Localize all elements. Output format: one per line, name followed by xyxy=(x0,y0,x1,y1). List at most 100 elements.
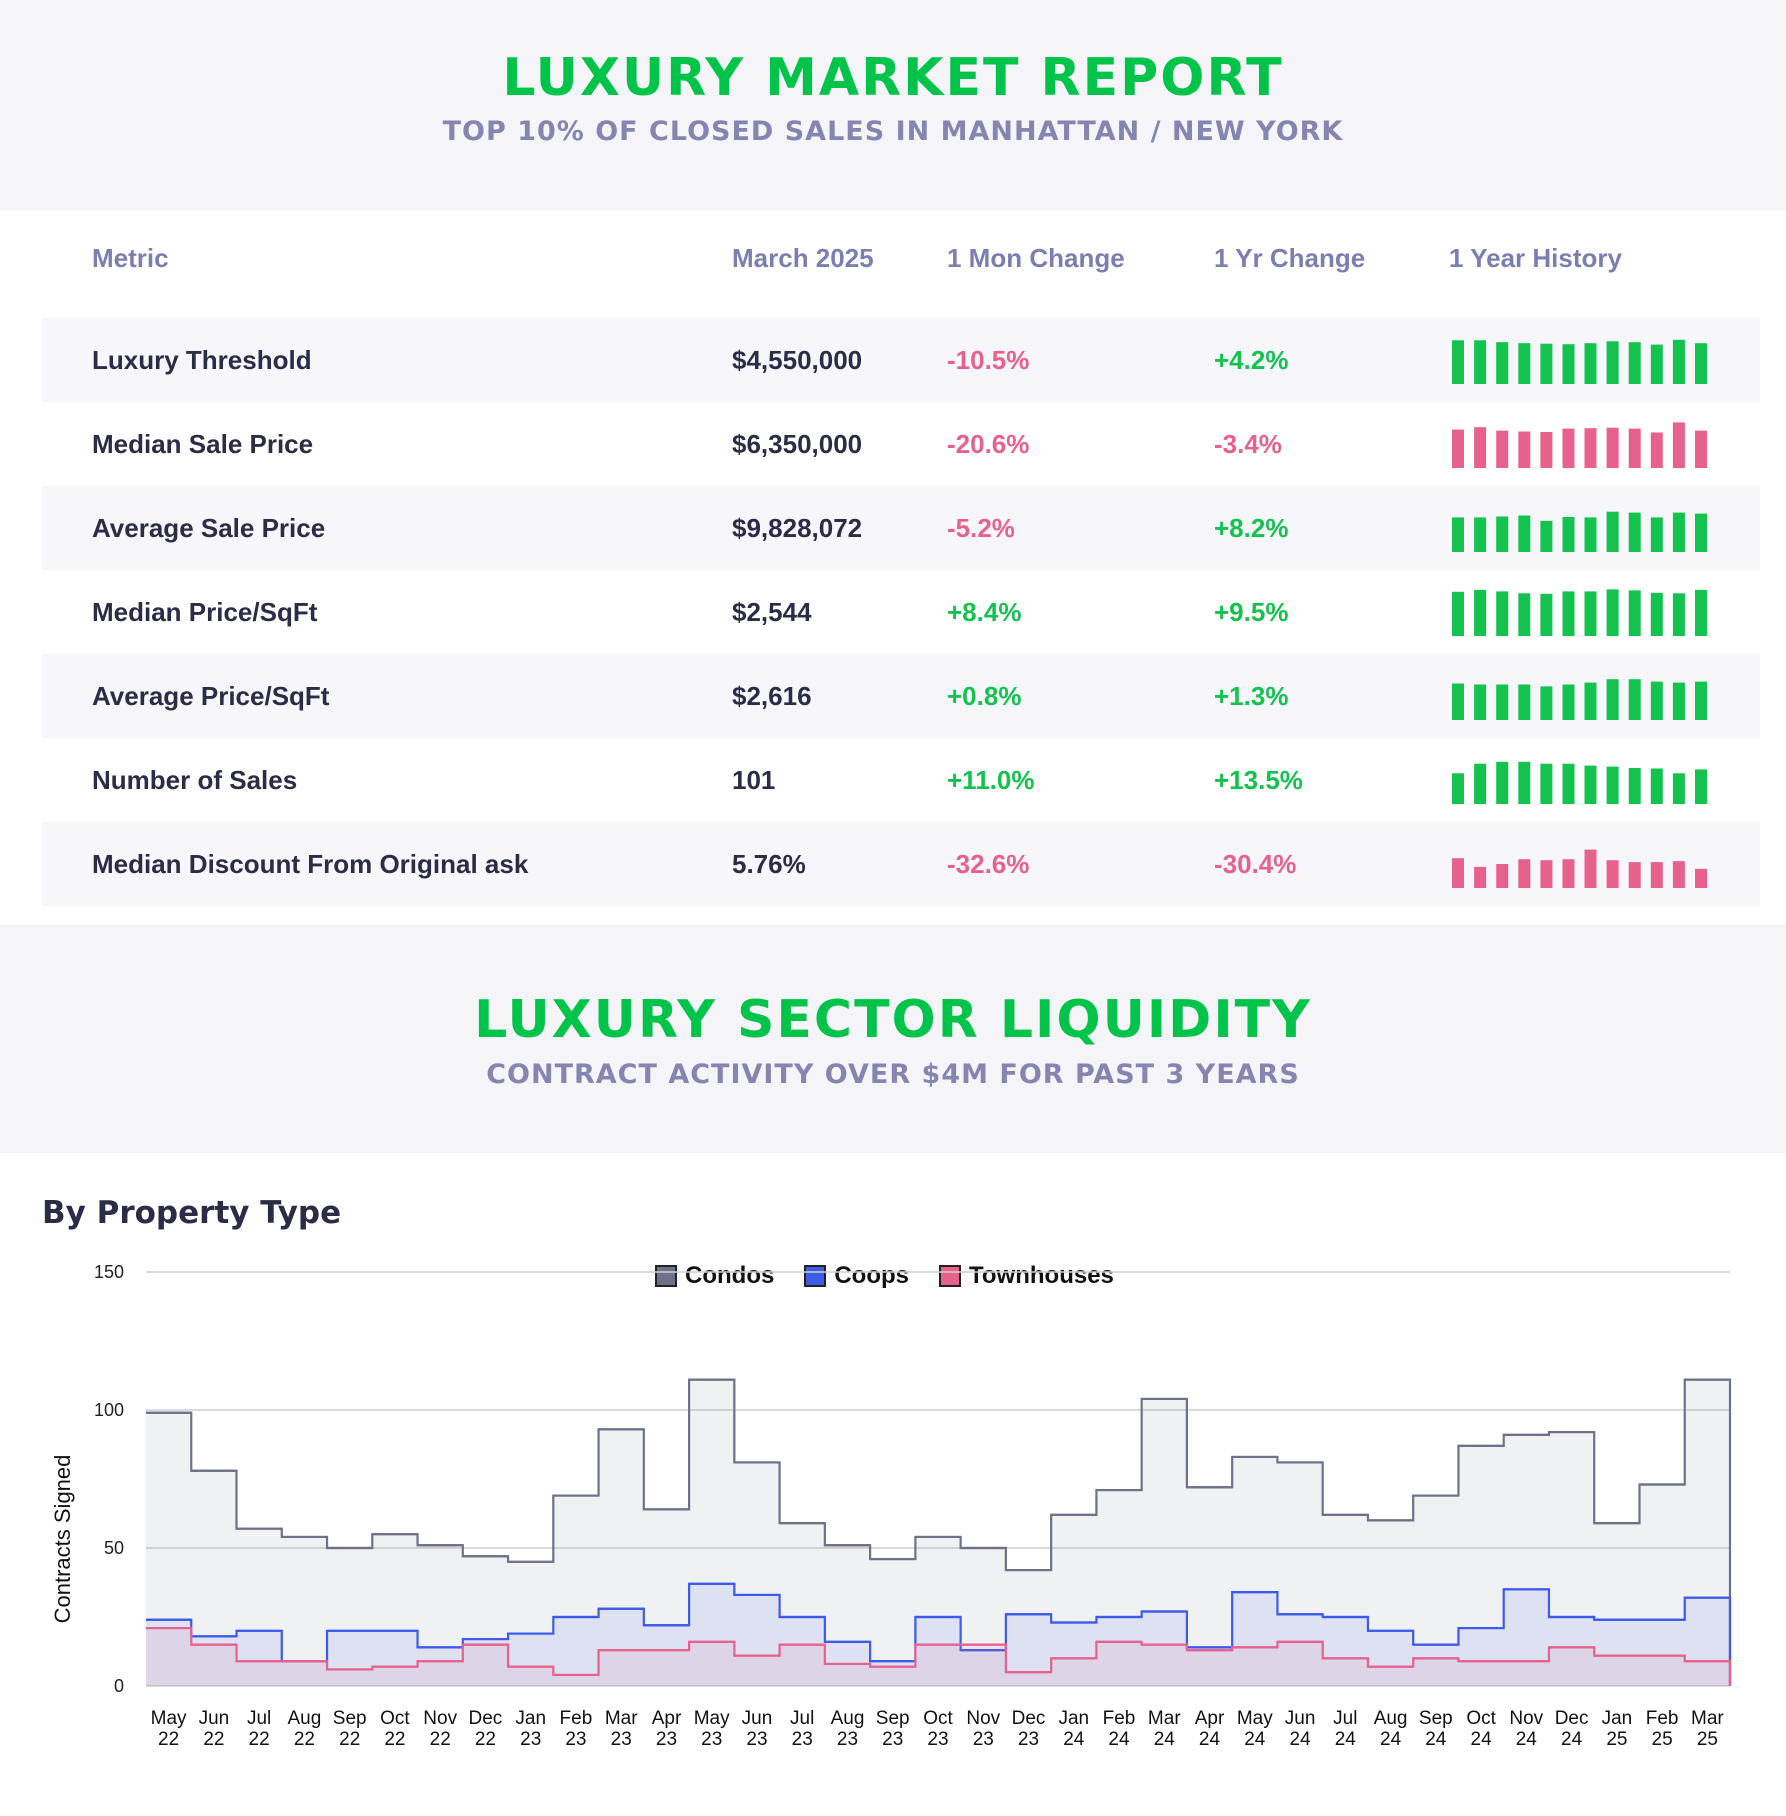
sparkline-history xyxy=(1452,679,1707,720)
chart-heading: By Property Type xyxy=(42,1195,342,1231)
y-tick-label: 50 xyxy=(104,1538,124,1558)
sparkline-bar xyxy=(1606,860,1619,888)
sparkline-bar xyxy=(1540,593,1553,636)
month-change: -5.2% xyxy=(947,513,1015,543)
contracts-chart: 0 50 100 150 Contracts Signed May 22 Jun 22 Jul 22… xyxy=(50,1262,1732,1750)
x-tick-label: Nov 23 xyxy=(966,1708,1000,1750)
col-header-metric: Metric xyxy=(92,243,169,273)
sparkline-bar xyxy=(1628,428,1641,468)
x-tick-label: Oct 22 xyxy=(380,1708,410,1750)
metric-value: $9,828,072 xyxy=(732,513,863,543)
sparkline-bar xyxy=(1562,684,1575,720)
metric-name: Luxury Threshold xyxy=(92,345,312,375)
chart-legend: Condos Coops Townhouses xyxy=(655,1262,1114,1290)
sparkline-bar xyxy=(1584,682,1597,720)
col-header-history: 1 Year History xyxy=(1449,243,1622,273)
sparkline-bar xyxy=(1540,520,1553,552)
col-header-mon-change: 1 Mon Change xyxy=(947,243,1125,273)
sparkline-bar xyxy=(1695,513,1707,552)
sparkline-bar xyxy=(1496,864,1509,888)
sparkline-bar xyxy=(1540,432,1553,468)
sparkline-bar xyxy=(1562,591,1575,636)
y-tick-label: 100 xyxy=(94,1400,124,1420)
area-townhouses xyxy=(146,1628,1730,1686)
col-header-yr-change: 1 Yr Change xyxy=(1214,243,1366,273)
sparkline-bar xyxy=(1695,868,1707,888)
sparkline-history xyxy=(1452,339,1707,384)
x-tick-label: Jan 23 xyxy=(515,1708,546,1750)
sparkline-bar xyxy=(1628,679,1641,720)
x-tick-label: Mar 25 xyxy=(1691,1708,1724,1750)
x-tick-label: Apr 24 xyxy=(1195,1708,1225,1750)
sparkline-bar xyxy=(1452,591,1464,636)
x-tick-label: Dec 23 xyxy=(1012,1708,1046,1750)
sparkline-bar xyxy=(1474,684,1487,720)
year-change: +4.2% xyxy=(1214,345,1289,375)
sparkline-bar xyxy=(1496,591,1509,636)
year-change: +1.3% xyxy=(1214,681,1289,711)
metric-value: $4,550,000 xyxy=(732,345,863,375)
sparkline-bar xyxy=(1606,679,1619,720)
sparkline-bar xyxy=(1628,862,1641,888)
sparkline-bar xyxy=(1606,511,1619,552)
x-tick-label: Jun 23 xyxy=(742,1708,773,1750)
sparkline-bar xyxy=(1695,343,1707,384)
sparkline-bar xyxy=(1606,427,1619,468)
sparkline-bar xyxy=(1496,684,1509,720)
sparkline-bar xyxy=(1584,428,1597,468)
x-tick-label: Sep 23 xyxy=(876,1708,910,1750)
year-change: +13.5% xyxy=(1214,765,1303,795)
metric-name: Number of Sales xyxy=(92,765,298,795)
x-tick-label: Dec 22 xyxy=(469,1708,503,1750)
x-tick-label: Nov 24 xyxy=(1509,1708,1543,1750)
sparkline-bar xyxy=(1650,768,1663,804)
sparkline-bar xyxy=(1474,427,1487,468)
report-subtitle: TOP 10% OF CLOSED SALES IN MANHATTAN / N… xyxy=(442,116,1344,147)
month-change: +0.8% xyxy=(947,681,1022,711)
x-tick-label: Oct 23 xyxy=(923,1708,953,1750)
x-tick-label: Mar 24 xyxy=(1148,1708,1181,1750)
sparkline-bar xyxy=(1474,589,1487,636)
sparkline-bar xyxy=(1650,681,1663,720)
sparkline-history xyxy=(1452,849,1707,888)
sparkline-bar xyxy=(1672,682,1685,720)
sparkline-bar xyxy=(1628,768,1641,804)
x-tick-label: Dec 24 xyxy=(1555,1708,1589,1750)
x-tick-label: May 22 xyxy=(151,1708,187,1750)
metric-value: 5.76% xyxy=(732,849,806,879)
metric-name: Median Sale Price xyxy=(92,429,314,459)
sparkline-bar xyxy=(1452,517,1464,552)
sparkline-bar xyxy=(1452,773,1464,804)
sparkline-bar xyxy=(1474,340,1487,384)
report-header-band xyxy=(0,0,1786,210)
sparkline-bar xyxy=(1650,862,1663,888)
legend-label-townhouses: Townhouses xyxy=(969,1262,1114,1289)
x-tick-label: May 24 xyxy=(1237,1708,1273,1750)
metric-name: Median Discount From Original ask xyxy=(92,849,529,879)
sparkline-bar xyxy=(1695,769,1707,804)
x-tick-label: Jul 22 xyxy=(247,1708,271,1750)
y-tick-label: 0 xyxy=(114,1676,124,1696)
sparkline-bar xyxy=(1650,592,1663,636)
x-tick-label: Feb 23 xyxy=(560,1708,593,1750)
month-change: +8.4% xyxy=(947,597,1022,627)
sparkline-bar xyxy=(1452,340,1464,384)
legend-label-coops: Coops xyxy=(834,1262,909,1289)
metric-value: 101 xyxy=(732,765,776,795)
sparkline-bar xyxy=(1540,686,1553,720)
area-coops xyxy=(146,1583,1730,1686)
sparkline-bar xyxy=(1584,849,1597,888)
metric-value: $2,544 xyxy=(732,597,812,627)
x-tick-label: Apr 23 xyxy=(652,1708,682,1750)
sparkline-bar xyxy=(1695,589,1707,636)
sparkline-bar xyxy=(1650,432,1663,468)
liquidity-subtitle: CONTRACT ACTIVITY OVER $4M FOR PAST 3 YE… xyxy=(486,1059,1300,1090)
sparkline-bar xyxy=(1518,431,1531,468)
sparkline-bar xyxy=(1584,517,1597,552)
x-tick-label: Feb 25 xyxy=(1646,1708,1679,1750)
sparkline-bar xyxy=(1584,343,1597,384)
year-change: +8.2% xyxy=(1214,513,1289,543)
sparkline-bar xyxy=(1452,858,1464,888)
month-change: -20.6% xyxy=(947,429,1030,459)
x-tick-label: Jul 23 xyxy=(790,1708,814,1750)
